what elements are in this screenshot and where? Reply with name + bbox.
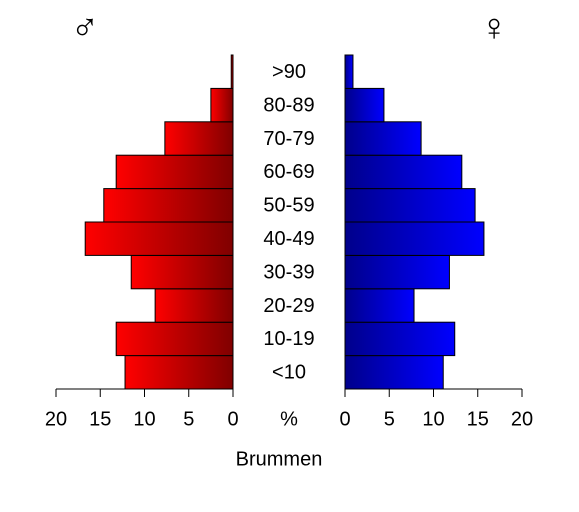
category-label: >90 xyxy=(272,61,306,83)
bar xyxy=(344,254,450,290)
bar xyxy=(230,54,234,89)
x-tick-label: 0 xyxy=(227,408,238,430)
bar xyxy=(344,321,456,357)
category-label: 10-19 xyxy=(263,328,314,350)
legend-symbol: ♀ xyxy=(480,7,509,49)
bar xyxy=(344,121,422,156)
category-label: 60-69 xyxy=(263,161,314,183)
bar xyxy=(84,221,234,256)
bar xyxy=(210,87,234,123)
category-label: 20-29 xyxy=(263,295,314,317)
bar xyxy=(344,188,476,223)
category-label: <10 xyxy=(272,362,306,384)
center-unit-label: % xyxy=(280,408,298,430)
bar xyxy=(115,321,234,357)
x-tick-label: 10 xyxy=(133,408,155,430)
bar xyxy=(344,154,463,190)
category-label: 50-59 xyxy=(263,195,314,217)
bar xyxy=(344,355,444,390)
bar xyxy=(344,54,354,89)
category-label: 80-89 xyxy=(263,94,314,116)
bar xyxy=(103,188,234,223)
bar xyxy=(344,221,485,256)
bar xyxy=(344,87,385,123)
bar xyxy=(115,154,234,190)
bar xyxy=(164,121,234,156)
category-label: 40-49 xyxy=(263,228,314,250)
category-label: 70-79 xyxy=(263,128,314,150)
x-tick-label: 0 xyxy=(339,408,350,430)
bar xyxy=(130,254,234,290)
x-tick-label: 5 xyxy=(384,408,395,430)
x-tick-label: 15 xyxy=(467,408,489,430)
category-label: 30-39 xyxy=(263,261,314,283)
x-tick-label: 20 xyxy=(511,408,533,430)
bar xyxy=(344,288,415,323)
x-axis-title: Brummen xyxy=(236,448,323,470)
bar xyxy=(154,288,234,323)
x-tick-label: 5 xyxy=(183,408,194,430)
x-tick-label: 10 xyxy=(422,408,444,430)
x-tick-label: 20 xyxy=(45,408,67,430)
legend-symbol: ♂ xyxy=(71,7,100,49)
x-tick-label: 15 xyxy=(89,408,111,430)
bar xyxy=(124,355,234,390)
